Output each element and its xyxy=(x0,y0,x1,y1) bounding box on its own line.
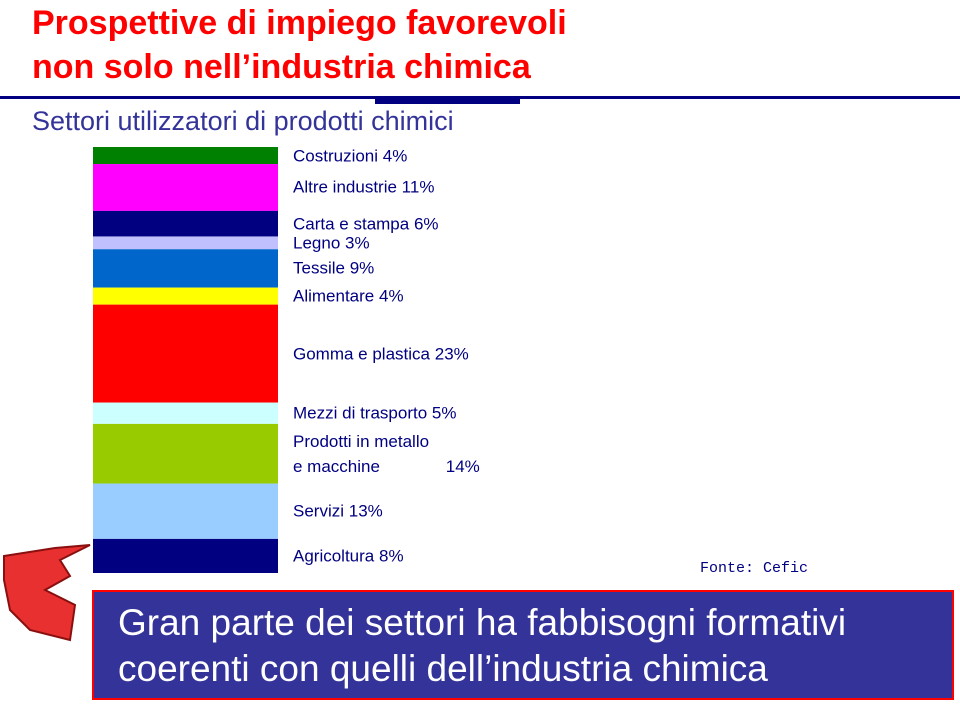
legend-entry: Costruzioni xyxy=(293,146,379,166)
bar-segment xyxy=(93,287,278,305)
logo xyxy=(3,544,91,642)
legend-entry: Servizi xyxy=(293,501,345,521)
bar-segment xyxy=(93,538,278,573)
source: Fonte: Cefic xyxy=(700,560,809,577)
segment-label: Servizi 13% xyxy=(293,499,383,524)
legend-entry: Prodotti in metallo e macchine xyxy=(293,431,430,476)
segment-label: Gomma e plastica 23% xyxy=(293,341,469,366)
value-label: 13% xyxy=(348,501,383,521)
segment-label: Agricoltura 8% xyxy=(293,543,404,568)
bar-segment xyxy=(93,304,278,403)
value-label: 4% xyxy=(379,286,404,306)
value-label: 11% xyxy=(401,177,435,197)
legend-entry: Carta e stampa xyxy=(293,214,410,234)
legend-entry: Mezzi di trasporto xyxy=(293,403,428,423)
callout-line: coerenti con quelli dell’industria chimi… xyxy=(118,648,768,689)
value-label: 3% xyxy=(345,233,370,253)
legend-entry: Altre industrie xyxy=(293,177,397,197)
segment-label: Carta e stampa 6% xyxy=(293,211,439,236)
value-label: 4% xyxy=(382,146,408,166)
title-line: Prospettive di impiego favorevoli xyxy=(32,4,567,42)
bar-segment xyxy=(93,483,278,539)
callout-line: Gran parte dei settori ha fabbisogni for… xyxy=(118,602,847,643)
bar-segment xyxy=(93,402,278,424)
chart-title: Settori utilizzatori di prodotti chimici xyxy=(32,106,454,136)
value-label: 5% xyxy=(431,403,457,423)
bar-segment xyxy=(93,147,278,165)
legend-entry: Tessile xyxy=(293,258,345,278)
value-label: 8% xyxy=(379,546,404,566)
value-label: 23% xyxy=(434,344,469,364)
bar-segment xyxy=(93,210,278,237)
segment-label: Alimentare 4% xyxy=(293,284,404,309)
value-label: 14% xyxy=(445,456,480,476)
header-accent xyxy=(375,96,520,104)
bar-segment xyxy=(93,236,278,250)
bar-segment xyxy=(93,249,278,288)
segment-label: Tessile 9% xyxy=(293,256,374,281)
legend-entry: Agricoltura xyxy=(293,546,375,566)
segment-label: Costruzioni 4% xyxy=(293,143,407,168)
callout: Gran parte dei settori ha fabbisogni for… xyxy=(92,590,954,700)
bar-segment xyxy=(93,164,278,211)
bar-segment xyxy=(93,423,278,484)
title-line: non solo nell’industria chimica xyxy=(32,48,531,86)
legend-entry: Alimentare xyxy=(293,286,375,306)
value-label: 6% xyxy=(413,214,439,234)
segment-label: Altre industrie 11% xyxy=(293,175,434,200)
segment-label: Mezzi di trasporto 5% xyxy=(293,401,456,426)
segment-label: Prodotti in metallo e macchine 14% xyxy=(293,429,480,479)
legend-entry: Gomma e plastica xyxy=(293,344,430,364)
segment-label: Legno 3% xyxy=(293,230,370,255)
legend-entry: Legno xyxy=(293,233,341,253)
value-label: 9% xyxy=(349,258,375,278)
